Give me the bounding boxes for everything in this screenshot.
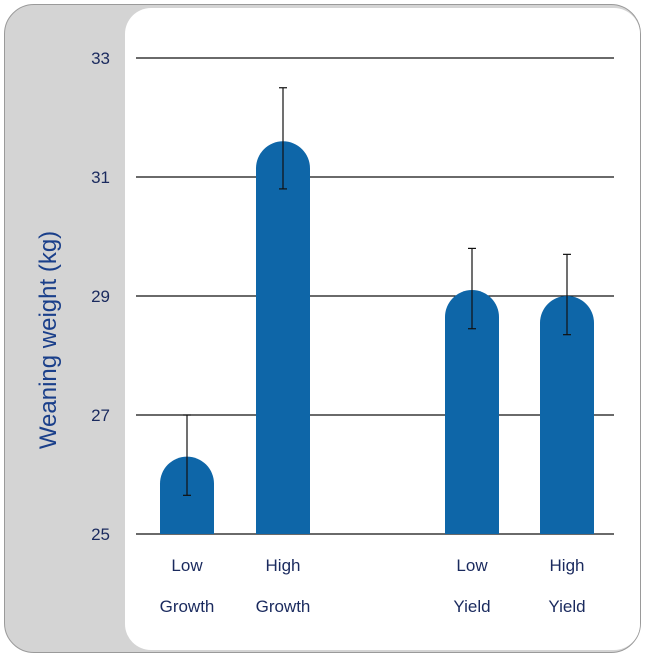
y-tick-label: 29 — [91, 287, 110, 306]
x-category-label-line1: Low — [171, 556, 203, 575]
bar — [540, 296, 594, 534]
bar — [256, 141, 310, 535]
y-tick-label: 33 — [91, 49, 110, 68]
x-category-label-line1: High — [550, 556, 585, 575]
x-category-label-line1: High — [266, 556, 301, 575]
x-category-label-line2: Growth — [160, 597, 215, 616]
x-category-label-line2: Yield — [453, 597, 490, 616]
y-tick-label: 25 — [91, 525, 110, 544]
bar — [445, 290, 499, 534]
y-tick-label: 27 — [91, 406, 110, 425]
x-category-label-line2: Growth — [256, 597, 311, 616]
x-category-label-line2: Yield — [548, 597, 585, 616]
y-tick-label: 31 — [91, 168, 110, 187]
x-category-label-line1: Low — [456, 556, 488, 575]
y-axis-label: Weaning weight (kg) — [35, 231, 62, 449]
